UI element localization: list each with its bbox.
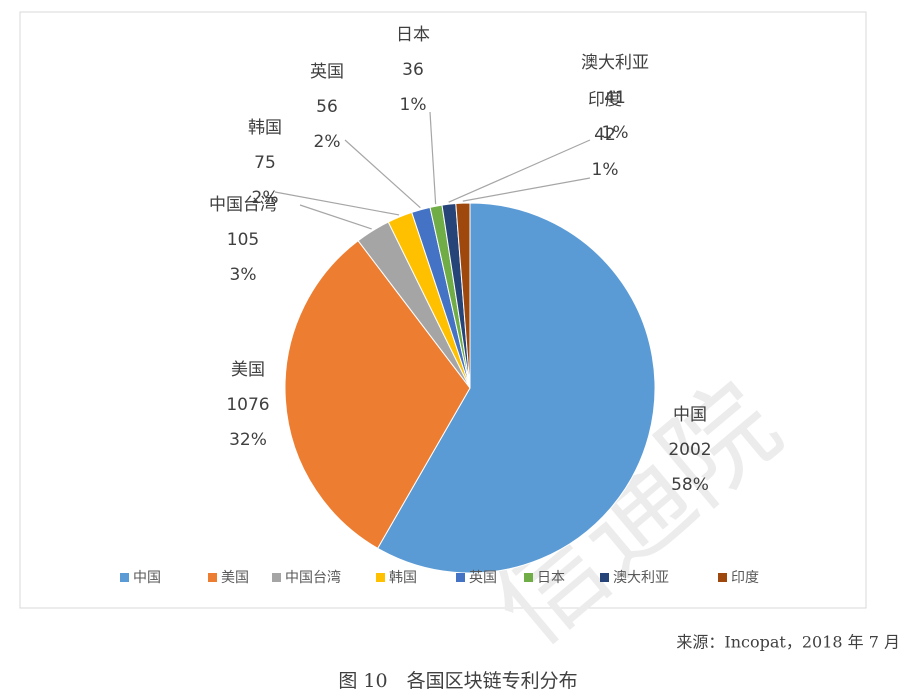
legend-swatch <box>524 573 533 582</box>
source: 来源：Incopat，2018 年 7 月 <box>676 633 900 652</box>
legend-swatch <box>456 573 465 582</box>
data-label-name: 澳大利亚 <box>581 53 649 73</box>
data-label-name: 日本 <box>396 25 430 45</box>
legend-label: 英国 <box>469 569 497 586</box>
data-label-percent: 2% <box>252 188 279 208</box>
data-label-value: 105 <box>227 230 259 250</box>
data-label-value: 1076 <box>226 395 269 415</box>
data-label-value: 75 <box>254 153 276 173</box>
leader-line <box>429 111 437 205</box>
data-label-value: 56 <box>316 97 338 117</box>
data-label-value: 42 <box>594 125 616 145</box>
data-label-name: 中国台湾 <box>209 195 277 215</box>
data-label-percent: 1% <box>400 95 427 115</box>
legend-label: 日本 <box>537 570 565 586</box>
data-label-value: 2002 <box>668 440 711 460</box>
pie-slice <box>284 239 471 549</box>
data-label-percent: 32% <box>229 430 267 450</box>
legend-swatch <box>208 573 217 582</box>
legend-swatch <box>120 573 129 582</box>
legend-swatch <box>272 573 281 582</box>
data-label-name: 印度 <box>588 90 622 110</box>
pie-slice <box>376 202 656 574</box>
legend-swatch <box>376 573 385 582</box>
data-label-percent: 1% <box>602 123 629 143</box>
data-label-percent: 58% <box>671 475 709 495</box>
pie-slice <box>455 202 471 389</box>
legend-label: 中国 <box>133 570 161 586</box>
data-label-percent: 2% <box>314 132 341 152</box>
leader-line <box>274 191 400 216</box>
caption: 图 10 各国区块链专利分布 <box>338 670 577 692</box>
legend-label: 澳大利亚 <box>613 570 669 586</box>
leader-line <box>344 139 421 209</box>
data-label-percent: 3% <box>230 265 257 285</box>
chart-frame <box>19 11 867 609</box>
legend-label: 美国 <box>221 570 249 586</box>
data-label-name: 中国 <box>673 405 707 425</box>
data-label-name: 英国 <box>310 62 344 82</box>
leader-line <box>299 204 372 230</box>
data-label-value: 36 <box>402 60 424 80</box>
data-label-name: 美国 <box>231 360 265 380</box>
leader-line <box>462 177 591 202</box>
legend-swatch <box>600 573 609 582</box>
data-label-value: 41 <box>604 88 626 108</box>
data-label-percent: 1% <box>592 160 619 180</box>
data-label-name: 韩国 <box>248 118 282 138</box>
legend-swatch <box>718 573 727 582</box>
legend-label: 韩国 <box>389 570 417 586</box>
leader-line <box>448 139 591 203</box>
legend-label: 印度 <box>731 570 759 586</box>
legend-label: 中国台湾 <box>285 569 341 586</box>
